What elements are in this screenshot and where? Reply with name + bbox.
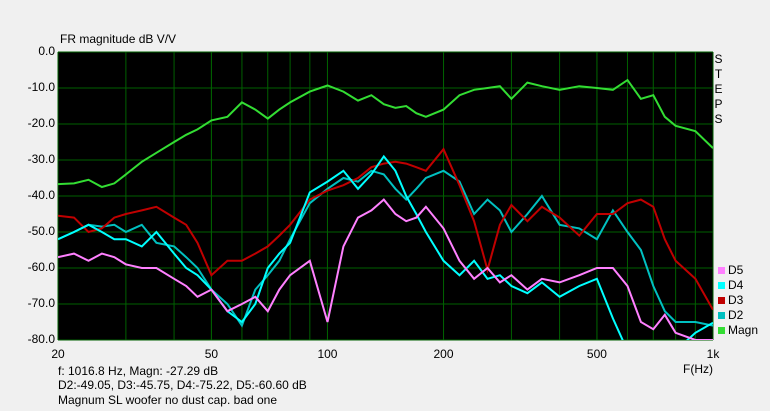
y-tick-label: -80.0 — [28, 332, 56, 346]
legend-label: D2 — [728, 308, 744, 322]
legend-swatch — [718, 297, 725, 304]
side-label: STEPS — [714, 52, 723, 126]
y-tick-label: -10.0 — [28, 80, 56, 94]
legend-label: D3 — [728, 293, 744, 307]
legend-swatch — [718, 282, 725, 289]
series-line — [58, 198, 713, 340]
y-tick-label: -50.0 — [28, 224, 56, 238]
status-line: f: 1016.8 Hz, Magn: -27.29 dB — [58, 364, 219, 378]
chart-title: FR magnitude dB V/V — [60, 32, 176, 46]
x-tick-label: 200 — [434, 347, 454, 361]
series-line — [58, 154, 713, 340]
plot-lines — [58, 78, 713, 340]
legend-label: D5 — [728, 263, 744, 277]
legend-swatch — [718, 312, 725, 319]
series-line — [58, 78, 713, 189]
x-tick-label: 100 — [317, 347, 337, 361]
legend-label: D4 — [728, 278, 744, 292]
x-tick-label: 500 — [587, 347, 607, 361]
status-line: D2:-49.05, D3:-45.75, D4:-75.22, D5:-60.… — [58, 378, 307, 392]
y-tick-label: -70.0 — [28, 296, 56, 310]
y-tick-label: -20.0 — [28, 116, 56, 130]
status-line: Magnum SL woofer no dust cap. bad one — [58, 393, 278, 407]
x-axis-label: F(Hz) — [683, 362, 713, 376]
legend-swatch — [718, 267, 725, 274]
legend-swatch — [718, 327, 725, 334]
y-tick-label: -30.0 — [28, 152, 56, 166]
legend-label: Magn — [728, 323, 758, 337]
y-tick-label: 0.0 — [38, 44, 55, 58]
series-line — [58, 147, 713, 311]
x-tick-label: 1k — [707, 347, 721, 361]
x-tick-label: 50 — [205, 347, 219, 361]
x-tick-label: 20 — [51, 347, 65, 361]
y-tick-label: -40.0 — [28, 188, 56, 202]
y-tick-label: -60.0 — [28, 260, 56, 274]
